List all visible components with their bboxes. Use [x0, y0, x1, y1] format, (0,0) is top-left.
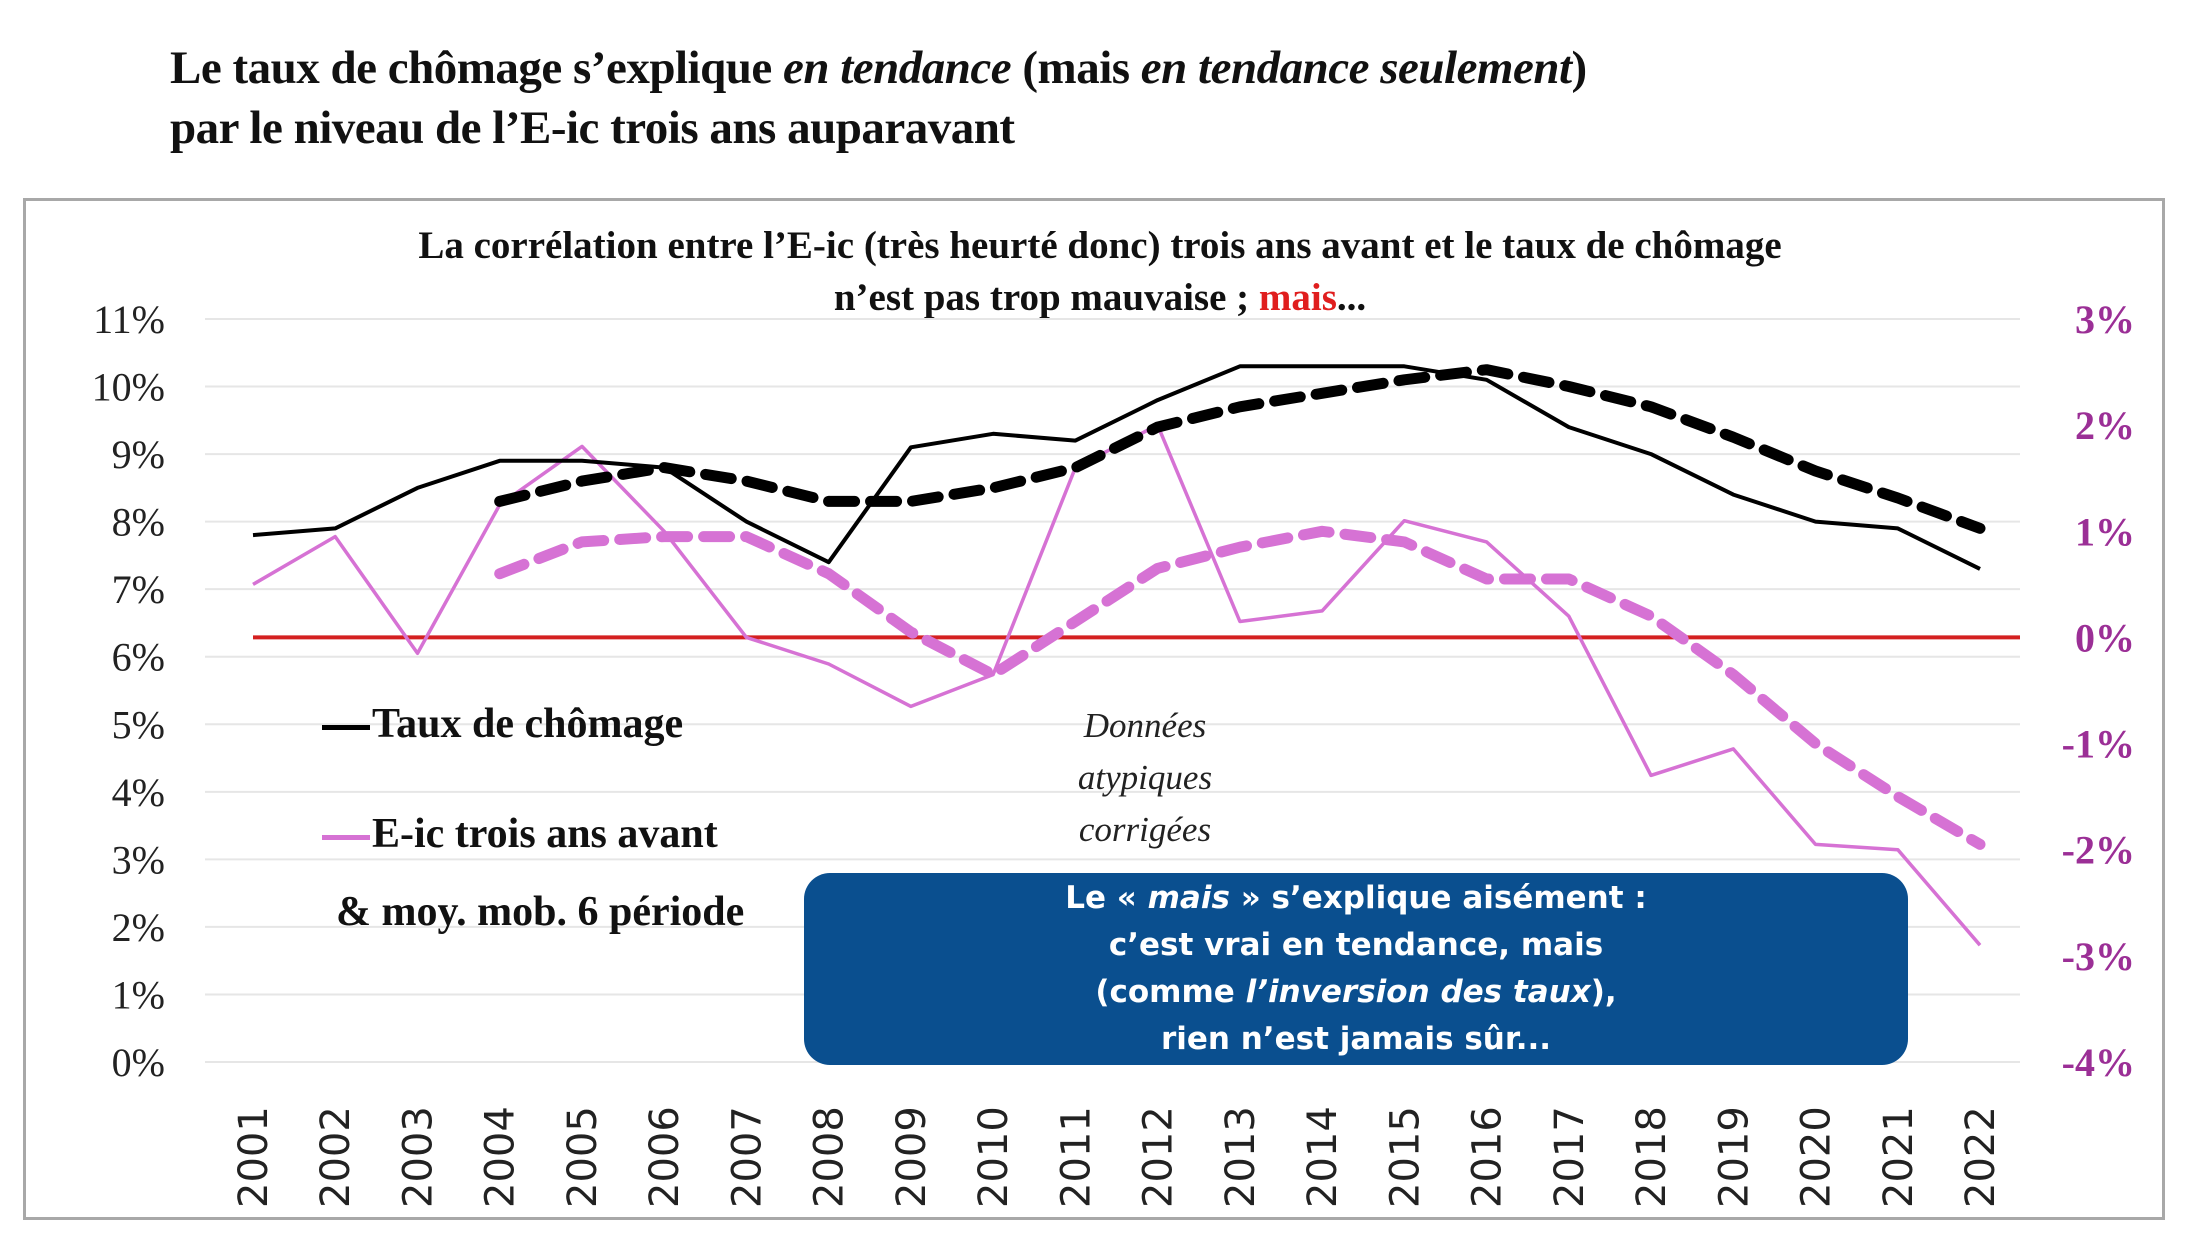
chart-subtitle: La corrélation entre l’E-ic (très heurté…: [0, 220, 2200, 324]
x-tick-label: 2009: [889, 1106, 935, 1208]
callout-line1: Le « mais » s’explique aisément :: [1065, 880, 1647, 916]
series-unemployment-moving-average: [494, 364, 1986, 534]
right-tick-label: 2%: [2075, 403, 2135, 448]
chart-subtitle-line1: La corrélation entre l’E-ic (très heurté…: [418, 224, 1782, 267]
right-tick-label: -1%: [2062, 722, 2135, 767]
callout-box: Le « mais » s’explique aisément : c’est …: [804, 873, 1908, 1065]
series-eic-moving-average: [494, 525, 1986, 850]
left-tick-label: 5%: [112, 702, 165, 747]
left-tick-label: 2%: [112, 905, 165, 950]
x-tick-label: 2020: [1794, 1106, 1840, 1208]
right-tick-label: -4%: [2062, 1040, 2135, 1085]
left-tick-label: 8%: [112, 500, 165, 545]
left-axis: 0% 1% 2% 3% 4% 5% 6% 7% 8% 9% 10% 11%: [92, 297, 165, 1085]
x-tick-label: 2008: [807, 1106, 853, 1208]
x-tick-label: 2010: [971, 1106, 1017, 1208]
highlight-mais: mais: [1258, 276, 1337, 319]
right-tick-label: 1%: [2075, 509, 2135, 554]
series-unemployment: [252, 364, 1981, 571]
x-tick-label: 2001: [231, 1106, 277, 1208]
x-tick-label: 2002: [313, 1106, 359, 1208]
left-tick-label: 7%: [112, 567, 165, 612]
main-title-line2: par le niveau de l’E-ic trois ans aupara…: [170, 102, 1015, 154]
x-tick-label: 2004: [478, 1106, 524, 1208]
x-tick-label: 2013: [1218, 1106, 1264, 1208]
x-tick-label: 2007: [724, 1106, 770, 1208]
left-tick-label: 10%: [92, 365, 165, 410]
left-tick-label: 11%: [93, 297, 165, 342]
callout-line2: c’est vrai en tendance, mais: [1108, 927, 1604, 963]
left-tick-label: 1%: [112, 972, 165, 1017]
main-title-line1: Le taux de chômage s’explique en tendanc…: [170, 42, 1587, 94]
x-tick-label: 2006: [642, 1106, 688, 1208]
main-title: Le taux de chômage s’explique en tendanc…: [170, 38, 1587, 158]
right-tick-label: -3%: [2062, 934, 2135, 979]
x-tick-label: 2014: [1300, 1106, 1346, 1208]
left-tick-label: 6%: [112, 635, 165, 680]
x-tick-label: 2022: [1958, 1106, 2004, 1208]
legend-swatch-black: [322, 724, 370, 730]
x-tick-label: 2017: [1547, 1106, 1593, 1208]
x-tick-label: 2003: [395, 1106, 441, 1208]
x-axis: 2001 2002 2003 2004 2005 2006 2007 2008 2009 2010…: [231, 1106, 2004, 1208]
x-tick-label: 2005: [560, 1106, 606, 1208]
x-tick-label: 2018: [1629, 1106, 1675, 1208]
legend-item-unemployment: Taux de chômage: [322, 700, 683, 748]
x-tick-label: 2021: [1876, 1106, 1922, 1208]
series-layer: [252, 364, 2020, 947]
right-tick-label: 0%: [2075, 615, 2135, 660]
chart-subtitle-line2: n’est pas trop mauvaise ; mais...: [833, 276, 1367, 319]
x-tick-label: 2012: [1136, 1106, 1182, 1208]
legend-swatch-pink: [322, 834, 370, 840]
callout-line4: rien n’est jamais sûr...: [1160, 1021, 1552, 1057]
x-tick-label: 2019: [1711, 1106, 1757, 1208]
atypical-data-note: Données atypiques corrigées: [1077, 706, 1213, 849]
left-tick-label: 4%: [112, 770, 165, 815]
left-tick-label: 3%: [112, 837, 165, 882]
chart-frame: [23, 198, 2165, 1220]
right-tick-label: 3%: [2075, 297, 2135, 342]
right-tick-label: -2%: [2062, 828, 2135, 873]
legend-item-moving-average: & moy. mob. 6 période: [336, 889, 745, 935]
x-tick-label: 2011: [1053, 1106, 1099, 1208]
left-tick-label: 0%: [112, 1040, 165, 1085]
right-axis: -4% -3% -2% -1% 0% 1% 2% 3%: [2062, 297, 2135, 1085]
x-tick-label: 2015: [1382, 1106, 1428, 1208]
left-tick-label: 9%: [112, 432, 165, 477]
x-tick-label: 2016: [1465, 1106, 1511, 1208]
callout-line3: (comme l’inversion des taux),: [1095, 974, 1617, 1010]
legend-item-eic: E-ic trois ans avant: [322, 810, 718, 858]
